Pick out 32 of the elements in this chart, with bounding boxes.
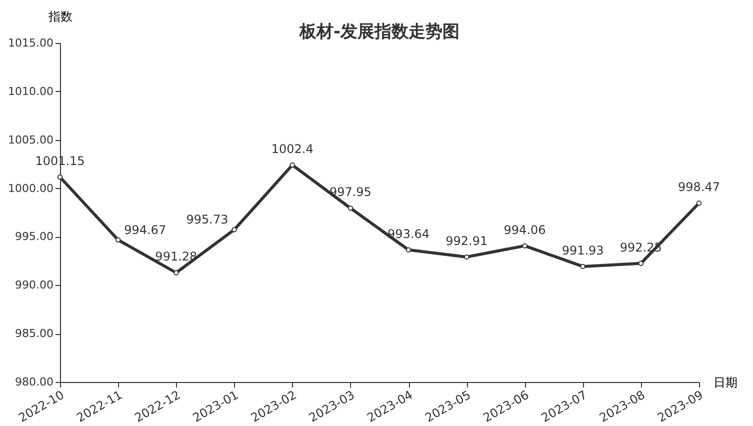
y-tick-label: 985.00 (15, 327, 54, 340)
data-label: 998.47 (678, 180, 720, 194)
data-label: 993.64 (388, 226, 430, 241)
y-tick-label: 980.00 (15, 376, 54, 388)
x-axis-title: 日期 (714, 376, 738, 390)
data-label: 994.67 (124, 222, 166, 237)
point (406, 247, 412, 253)
y-tick-label: 990.00 (15, 278, 54, 292)
y-axis-title: 指数 (48, 10, 72, 24)
y-tick-label: 995.00 (15, 230, 54, 244)
y-tick-label: 1000.00 (8, 182, 54, 195)
point (232, 227, 237, 232)
point (348, 206, 354, 211)
point (57, 174, 63, 180)
point (174, 270, 179, 276)
data-label: 992.91 (446, 234, 488, 248)
point (115, 237, 121, 243)
point (638, 260, 644, 266)
point (580, 264, 586, 270)
point (522, 243, 528, 248)
y-tick-label: 1010.00 (8, 84, 54, 98)
point (464, 254, 470, 260)
data-label: 1002.4 (271, 142, 314, 156)
chart-title: 板材-发展指数走势图 (298, 22, 460, 42)
data-label: 994.06 (504, 222, 546, 237)
y-tick-label: 1015.00 (8, 36, 54, 50)
data-label: 997.95 (329, 185, 372, 200)
y-tick-label: 1005.00 (8, 133, 54, 146)
data-label: 991.93 (562, 243, 604, 258)
point (696, 200, 702, 206)
point (290, 162, 295, 168)
data-label: 995.73 (186, 212, 228, 227)
